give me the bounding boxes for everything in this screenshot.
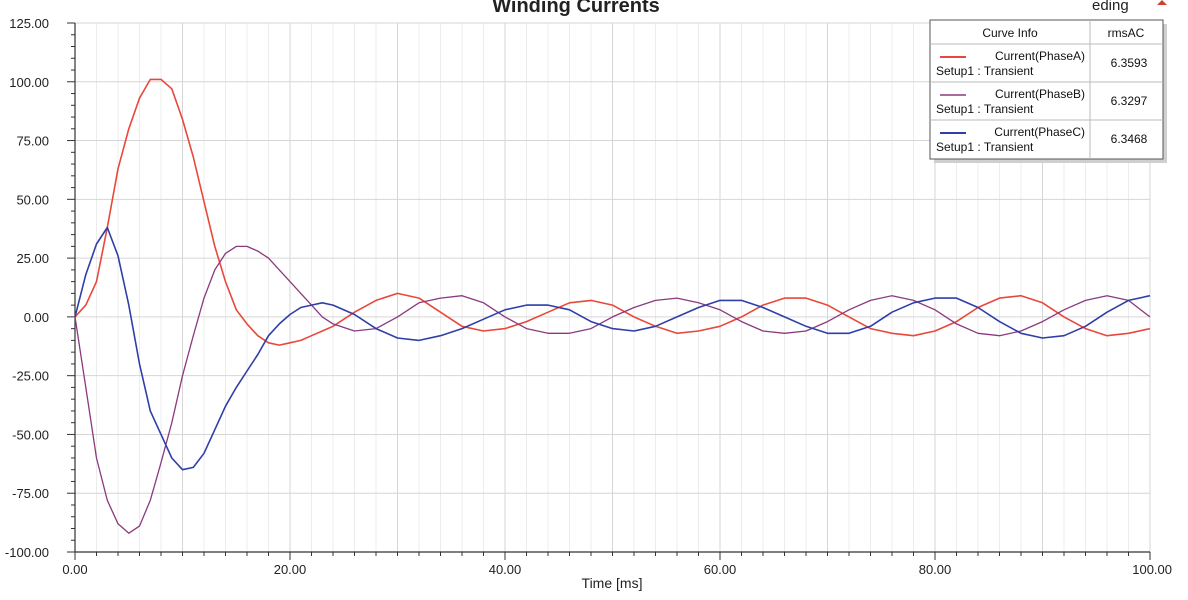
y-tick-label: -25.00 xyxy=(12,369,49,384)
x-tick-label: 0.00 xyxy=(62,562,87,577)
minor-grid xyxy=(96,23,1129,552)
series-lines xyxy=(74,78,1151,534)
x-axis-title: Time [ms] xyxy=(582,575,643,591)
legend-series-name: Current(PhaseC) xyxy=(994,125,1085,139)
legend-series-setup: Setup1 : Transient xyxy=(936,140,1034,154)
legend-box xyxy=(929,19,1164,160)
y-tick-label: 50.00 xyxy=(16,192,49,207)
legend-series-value: 6.3593 xyxy=(1111,56,1148,70)
y-tick-label: 25.00 xyxy=(16,251,49,266)
legend-series-value: 6.3468 xyxy=(1111,132,1148,146)
x-tick-label: 20.00 xyxy=(274,562,307,577)
corner-label: eding xyxy=(1092,0,1129,14)
series-line-phase-a xyxy=(74,78,1151,346)
legend-header-value: rmsAC xyxy=(1108,26,1145,40)
x-tick-labels: 0.00 20.00 40.00 60.00 80.00 100.00 xyxy=(62,562,1172,577)
x-tick-label: 40.00 xyxy=(489,562,522,577)
y-tick-label: 100.00 xyxy=(9,75,49,90)
y-tick-label: -75.00 xyxy=(12,486,49,501)
legend-series-name: Current(PhaseB) xyxy=(995,87,1085,101)
y-tick-labels: 125.00 100.00 75.00 50.00 25.00 0.00 -25.00 -50… xyxy=(5,16,49,560)
y-minor-ticks xyxy=(67,22,75,553)
y-tick-label: -100.00 xyxy=(5,545,49,560)
y-tick-label: 0.00 xyxy=(24,310,49,325)
chart-title: Winding Currents xyxy=(492,0,660,17)
legend-series-setup: Setup1 : Transient xyxy=(936,102,1034,116)
x-tick-label: 100.00 xyxy=(1132,562,1172,577)
y-tick-label: 125.00 xyxy=(9,16,49,31)
legend-series-name: Current(PhaseA) xyxy=(995,49,1085,63)
x-minor-ticks xyxy=(74,552,1151,560)
legend-header-name: Curve Info xyxy=(982,26,1038,40)
x-tick-label: 60.00 xyxy=(704,562,737,577)
collapse-arrow-icon[interactable] xyxy=(1157,0,1167,5)
x-tick-label: 80.00 xyxy=(919,562,952,577)
series-line-phase-c xyxy=(74,226,1151,471)
series-line-phase-b xyxy=(74,245,1151,534)
legend: Curve Info rmsAC Current(PhaseA) Setup1 … xyxy=(929,19,1167,163)
y-tick-label: -50.00 xyxy=(12,427,49,442)
y-tick-label: 75.00 xyxy=(16,134,49,149)
legend-series-value: 6.3297 xyxy=(1111,94,1148,108)
legend-series-setup: Setup1 : Transient xyxy=(936,64,1034,78)
